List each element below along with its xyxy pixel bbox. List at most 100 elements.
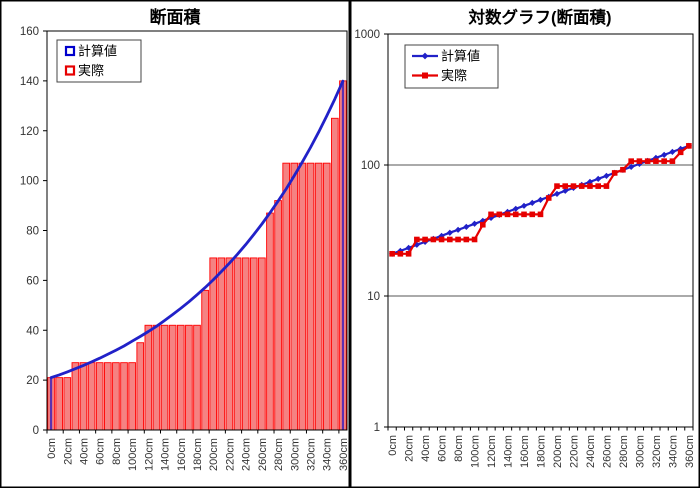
- data-point-marker: [537, 196, 544, 203]
- x-axis-label: 100cm: [127, 438, 139, 471]
- bar: [79, 362, 88, 431]
- data-point-marker: [661, 158, 667, 164]
- data-point-marker: [570, 183, 577, 189]
- x-axis-label: 260cm: [257, 438, 269, 471]
- data-point-marker: [504, 211, 511, 218]
- bar: [217, 257, 226, 431]
- data-point-marker: [578, 183, 585, 189]
- linear-chart-title: 断面積: [150, 7, 202, 27]
- bar: [225, 257, 234, 431]
- y-axis-label: 120: [20, 126, 39, 138]
- x-axis-label: 60cm: [95, 438, 107, 465]
- x-axis-label: 220cm: [568, 435, 580, 468]
- bar: [306, 162, 315, 431]
- bar: [241, 257, 250, 431]
- line-series: [389, 143, 692, 257]
- data-point-marker: [669, 158, 676, 164]
- x-axis-label: 80cm: [111, 438, 123, 465]
- line-series: [49, 79, 345, 380]
- data-point-marker: [471, 236, 478, 243]
- data-point-marker: [677, 149, 684, 156]
- data-point-marker: [628, 158, 634, 164]
- x-axis-label: 160cm: [176, 438, 188, 471]
- linear-chart-panel: 0 20 40 60 80 100 120 140 160 0cm 20cm 40cm 60cm 80cm…: [0, 0, 350, 488]
- x-axis-label: 200cm: [208, 438, 220, 471]
- bar: [160, 324, 169, 431]
- data-point-marker: [488, 211, 494, 218]
- panel-border: [350, 0, 700, 488]
- legend-marker: [64, 65, 76, 76]
- x-axis-label: 180cm: [192, 438, 204, 471]
- y-axis-label: 10: [367, 291, 380, 303]
- plot-border: [387, 33, 694, 428]
- y-axis-label: 20: [26, 375, 39, 387]
- legend-label: 実際: [78, 63, 104, 78]
- x-axis-label: 140cm: [503, 435, 515, 468]
- y-axis-label: 100: [20, 176, 39, 188]
- bar: [168, 324, 177, 431]
- x-axis-label: 360cm: [338, 438, 350, 471]
- x-axis-label: 360cm: [684, 435, 696, 468]
- data-point-marker: [430, 236, 437, 243]
- x-axis-label: 340cm: [322, 438, 334, 471]
- data-point-marker: [454, 226, 462, 233]
- x-axis-label: 260cm: [601, 435, 613, 468]
- y-axis-label: 60: [26, 275, 39, 287]
- x-axis-label: 120cm: [143, 438, 155, 471]
- x-axis-label: 300cm: [289, 438, 301, 471]
- bar: [87, 362, 96, 431]
- data-point-marker: [686, 143, 692, 149]
- x-axis-label: 0cm: [387, 435, 399, 456]
- bar: [176, 324, 185, 431]
- legend-box: [404, 44, 499, 89]
- bars-series: [47, 80, 347, 431]
- log-chart-plot: 1 10 100 1000 0cm 20cm 40cm 60cm 80cm 100cm 120cm 1…: [350, 0, 700, 488]
- plot-area: [388, 34, 693, 427]
- legend-label: 計算値: [441, 49, 480, 64]
- bar: [95, 362, 104, 431]
- legend-marker: [422, 72, 428, 79]
- data-point-marker: [496, 211, 503, 218]
- data-point-marker: [595, 183, 602, 189]
- x-axis-label: 80cm: [453, 435, 465, 462]
- data-point-marker: [389, 250, 395, 257]
- data-point-marker: [512, 205, 519, 212]
- data-point-marker: [620, 166, 626, 173]
- x-axis-label: 280cm: [618, 435, 630, 468]
- legend-marker: [64, 45, 76, 57]
- data-point-marker: [653, 158, 659, 164]
- data-point-marker: [562, 187, 569, 194]
- data-point-marker: [587, 183, 593, 189]
- data-point-marker: [397, 250, 404, 257]
- y-axis-label: 1: [374, 422, 380, 434]
- data-point-marker: [603, 183, 610, 189]
- data-point-marker: [455, 236, 461, 243]
- bar: [298, 162, 307, 431]
- data-point-marker: [438, 236, 445, 243]
- x-axis-label: 120cm: [486, 435, 498, 468]
- data-point-marker: [661, 151, 668, 159]
- data-point-marker: [554, 183, 560, 189]
- bar: [55, 377, 63, 431]
- data-point-marker: [422, 236, 428, 243]
- bar: [152, 324, 161, 431]
- data-point-marker: [669, 148, 676, 155]
- data-point-marker: [405, 250, 412, 257]
- data-point-marker: [562, 183, 569, 189]
- bar: [322, 162, 331, 431]
- data-point-marker: [479, 221, 486, 228]
- y-axis-label: 40: [26, 325, 39, 337]
- data-point-marker: [529, 211, 536, 218]
- data-point-marker: [463, 236, 470, 243]
- x-axis-label: 220cm: [224, 438, 236, 471]
- legend-label: 実際: [441, 68, 467, 83]
- bar: [274, 200, 282, 431]
- data-point-marker: [447, 236, 453, 243]
- data-point-marker: [636, 158, 643, 164]
- y-axis-label: 140: [20, 76, 39, 88]
- bar: [136, 342, 145, 431]
- x-axis-label: 40cm: [420, 435, 432, 462]
- x-axis-label: 140cm: [160, 438, 172, 471]
- bar: [128, 362, 136, 431]
- log-chart-title: 対数グラフ(断面積): [468, 7, 612, 27]
